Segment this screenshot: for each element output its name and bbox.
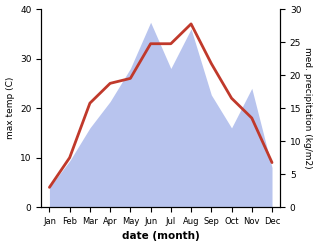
X-axis label: date (month): date (month) xyxy=(122,231,200,242)
Y-axis label: max temp (C): max temp (C) xyxy=(5,77,15,139)
Y-axis label: med. precipitation (kg/m2): med. precipitation (kg/m2) xyxy=(303,47,313,169)
